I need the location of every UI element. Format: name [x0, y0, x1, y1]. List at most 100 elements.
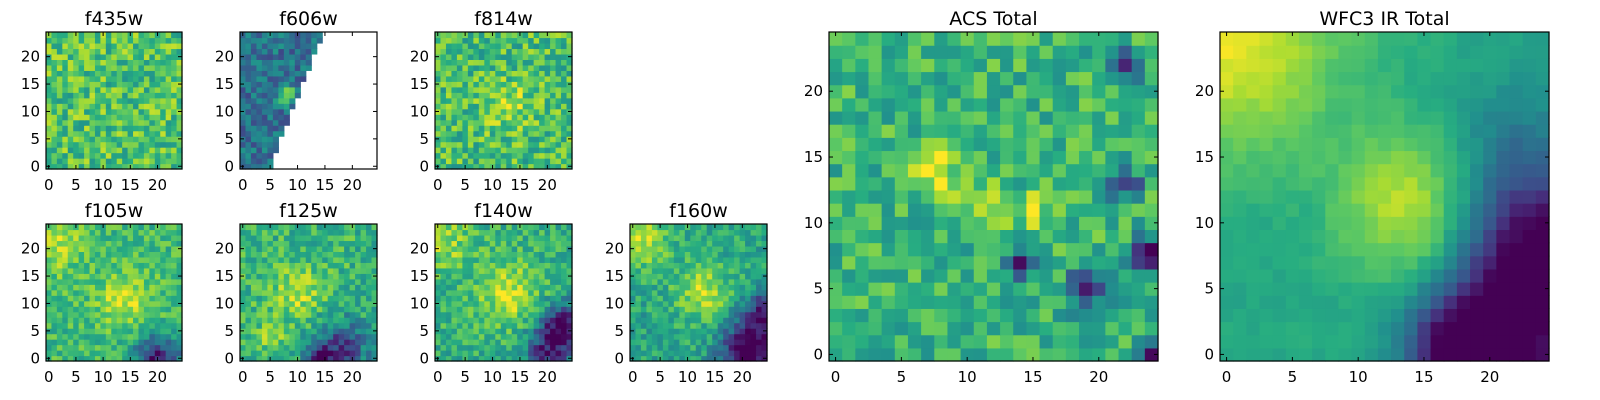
heatmap-cell [261, 59, 268, 66]
heatmap-cell [635, 245, 642, 252]
heatmap-cell [855, 150, 870, 165]
heatmap-cell [360, 229, 367, 236]
heatmap-cell [360, 245, 367, 252]
heatmap-cell [100, 92, 107, 99]
heatmap-cell [668, 273, 675, 280]
heatmap-cell [160, 53, 167, 60]
heatmap-cell [78, 267, 85, 274]
heatmap-cell [635, 234, 642, 242]
heatmap-cell [333, 267, 340, 274]
heatmap-cell [528, 141, 535, 148]
heatmap-cell [245, 48, 252, 55]
heatmap-cell [256, 130, 263, 137]
heatmap-cell [51, 163, 58, 170]
heatmap-cell [1131, 58, 1146, 73]
heatmap-cell [679, 333, 686, 340]
heatmap-cell [84, 81, 91, 88]
heatmap-cell [160, 114, 167, 121]
heatmap-cell [294, 251, 301, 258]
heatmap-cell [73, 229, 80, 236]
heatmap-cell [1092, 321, 1106, 336]
heatmap-cell [668, 344, 675, 351]
heatmap-cell [756, 333, 763, 340]
heatmap-cell [723, 256, 730, 263]
heatmap-cell [511, 42, 518, 50]
heatmap-cell [176, 114, 183, 121]
heatmap-cell [462, 119, 469, 126]
heatmap-cell [100, 267, 107, 274]
heatmap-cell [1052, 84, 1067, 99]
heatmap-cell [528, 333, 535, 340]
heatmap-cell [1220, 321, 1234, 336]
heatmap-cell [947, 295, 962, 309]
heatmap-cell [261, 284, 268, 291]
heatmap-cell [550, 141, 557, 148]
heatmap-cell [506, 152, 513, 159]
heatmap-cell [1013, 176, 1027, 191]
heatmap-cell [1000, 110, 1014, 125]
heatmap-cell [1092, 176, 1106, 191]
heatmap-cell [517, 278, 524, 285]
heatmap-cell [138, 295, 145, 302]
heatmap-cell [250, 147, 258, 154]
heatmap-cell [1443, 308, 1458, 323]
heatmap-cell [84, 136, 91, 143]
heatmap-cell [495, 240, 502, 247]
heatmap-cell [67, 311, 74, 318]
heatmap-cell [500, 317, 507, 324]
heatmap-cell [94, 158, 101, 165]
heatmap-cell [294, 70, 301, 77]
heatmap-cell [240, 92, 247, 99]
heatmap-cell [278, 81, 285, 88]
heatmap-cell [651, 355, 658, 362]
heatmap-cell [322, 306, 329, 313]
heatmap-cell [154, 108, 161, 115]
heatmap-cell [511, 350, 518, 357]
heatmap-cell [1013, 255, 1027, 270]
heatmap-cell [289, 333, 296, 340]
heatmap-cell [690, 224, 697, 231]
heatmap-cell [566, 92, 573, 99]
heatmap-cell [283, 355, 290, 362]
heatmap-cell [56, 333, 63, 340]
heatmap-cell [1272, 347, 1287, 362]
heatmap-cell [881, 71, 896, 86]
heatmap-cell [522, 322, 529, 329]
heatmap-cell [78, 256, 85, 263]
heatmap-cell [761, 262, 768, 269]
heatmap-cell [662, 322, 669, 329]
heatmap-cell [261, 119, 268, 126]
heatmap-cell [366, 251, 373, 258]
heatmap-cell [894, 229, 909, 244]
heatmap-cell [517, 339, 524, 346]
heatmap-cell [51, 295, 58, 302]
heatmap-cell [84, 322, 91, 329]
heatmap-cell [456, 295, 463, 302]
heatmap-cell [272, 278, 279, 285]
heatmap-cell [511, 70, 518, 77]
heatmap-cell [533, 256, 540, 263]
heatmap-cell [143, 103, 150, 110]
heatmap-cell [349, 328, 356, 335]
heatmap-cell [445, 130, 453, 137]
heatmap-cell [127, 306, 134, 313]
heatmap-cell [473, 108, 480, 115]
heatmap-cell [934, 229, 949, 244]
heatmap-cell [456, 64, 463, 71]
heatmap-cell [338, 328, 345, 335]
heatmap-cell [695, 311, 702, 318]
heatmap-cell [165, 300, 172, 307]
heatmap-cell [272, 328, 279, 335]
heatmap-cell [868, 84, 883, 99]
heatmap-cell [855, 45, 870, 59]
heatmap-cell [451, 141, 458, 148]
heatmap-cell [116, 163, 123, 170]
heatmap-cell [160, 333, 167, 340]
heatmap-cell [517, 289, 524, 296]
heatmap-cell [484, 322, 491, 329]
heatmap-cell [435, 70, 442, 77]
heatmap-cell [1013, 321, 1027, 336]
heatmap-cell [62, 59, 69, 66]
heatmap-cell [544, 86, 551, 93]
heatmap-cell [51, 53, 58, 60]
